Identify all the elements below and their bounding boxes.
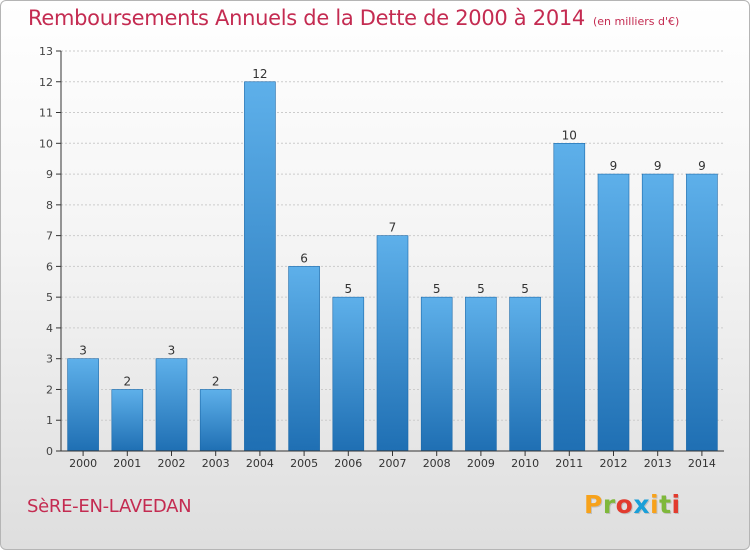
bar xyxy=(376,235,409,452)
y-tick-label: 10 xyxy=(39,137,53,150)
brand-letter: r xyxy=(602,490,616,519)
y-tick-label: 12 xyxy=(39,76,53,89)
data-label: 5 xyxy=(521,282,529,296)
data-label: 9 xyxy=(654,159,662,173)
chart-unit: (en milliers d'€) xyxy=(593,15,680,28)
x-tick-label: 2012 xyxy=(600,457,628,470)
bar xyxy=(332,296,365,452)
y-tick-label: 4 xyxy=(46,322,53,335)
bar xyxy=(67,358,99,452)
bar xyxy=(641,173,674,452)
y-tick-label: 7 xyxy=(46,230,53,243)
brand-letter: x xyxy=(633,490,650,519)
data-label: 5 xyxy=(344,282,352,296)
data-label: 9 xyxy=(698,159,706,173)
y-tick-label: 3 xyxy=(46,353,53,366)
x-tick-label: 2009 xyxy=(467,457,495,470)
data-label: 10 xyxy=(562,128,577,142)
x-tick-label: 2002 xyxy=(158,457,186,470)
bar xyxy=(420,296,453,452)
y-tick-label: 8 xyxy=(46,199,53,212)
data-label: 6 xyxy=(300,251,308,265)
x-tick-label: 2005 xyxy=(290,457,318,470)
bar xyxy=(465,296,497,452)
bar xyxy=(155,358,188,452)
data-label: 2 xyxy=(123,374,131,388)
x-tick-label: 2013 xyxy=(644,457,672,470)
proxiti-logo: Proxiti xyxy=(584,490,681,519)
y-tick-label: 5 xyxy=(46,291,53,304)
y-tick-label: 9 xyxy=(46,168,53,181)
x-tick-label: 2001 xyxy=(113,457,141,470)
x-tick-label: 2003 xyxy=(202,457,230,470)
bar xyxy=(111,389,144,452)
brand-letter: i xyxy=(671,490,681,519)
brand-letter: o xyxy=(615,490,634,519)
chart-title: Remboursements Annuels de la Dette de 20… xyxy=(28,6,679,30)
x-tick-label: 2008 xyxy=(423,457,451,470)
bar xyxy=(553,143,586,452)
y-tick-label: 11 xyxy=(39,107,53,120)
x-tick-label: 2004 xyxy=(246,457,274,470)
data-label: 5 xyxy=(433,282,441,296)
data-label: 5 xyxy=(477,282,485,296)
data-label: 9 xyxy=(610,159,618,173)
x-tick-label: 2011 xyxy=(555,457,583,470)
data-label: 2 xyxy=(212,374,220,388)
x-tick-label: 2000 xyxy=(69,457,97,470)
y-tick-label: 2 xyxy=(46,383,53,396)
bar xyxy=(244,81,276,452)
brand-letter: i xyxy=(650,490,660,519)
data-label: 7 xyxy=(389,221,397,235)
data-label: 12 xyxy=(252,67,267,81)
data-label: 3 xyxy=(79,344,87,358)
x-tick-label: 2014 xyxy=(688,457,716,470)
brand-letter: P xyxy=(584,490,603,519)
bar xyxy=(199,389,232,452)
y-tick-label: 0 xyxy=(46,445,53,458)
chart-title-text: Remboursements Annuels de la Dette de 20… xyxy=(28,6,585,30)
x-tick-label: 2007 xyxy=(379,457,407,470)
brand-letter: t xyxy=(659,490,672,519)
x-tick-label: 2006 xyxy=(334,457,362,470)
bar xyxy=(686,173,718,452)
bar xyxy=(597,173,630,452)
y-tick-label: 1 xyxy=(46,414,53,427)
bar xyxy=(288,266,320,452)
data-label: 3 xyxy=(168,344,176,358)
x-tick-label: 2010 xyxy=(511,457,539,470)
y-tick-label: 6 xyxy=(46,260,53,273)
y-tick-label: 13 xyxy=(39,45,53,58)
commune-name: SèRE-EN-LAVEDAN xyxy=(27,496,192,517)
bar xyxy=(509,296,541,452)
